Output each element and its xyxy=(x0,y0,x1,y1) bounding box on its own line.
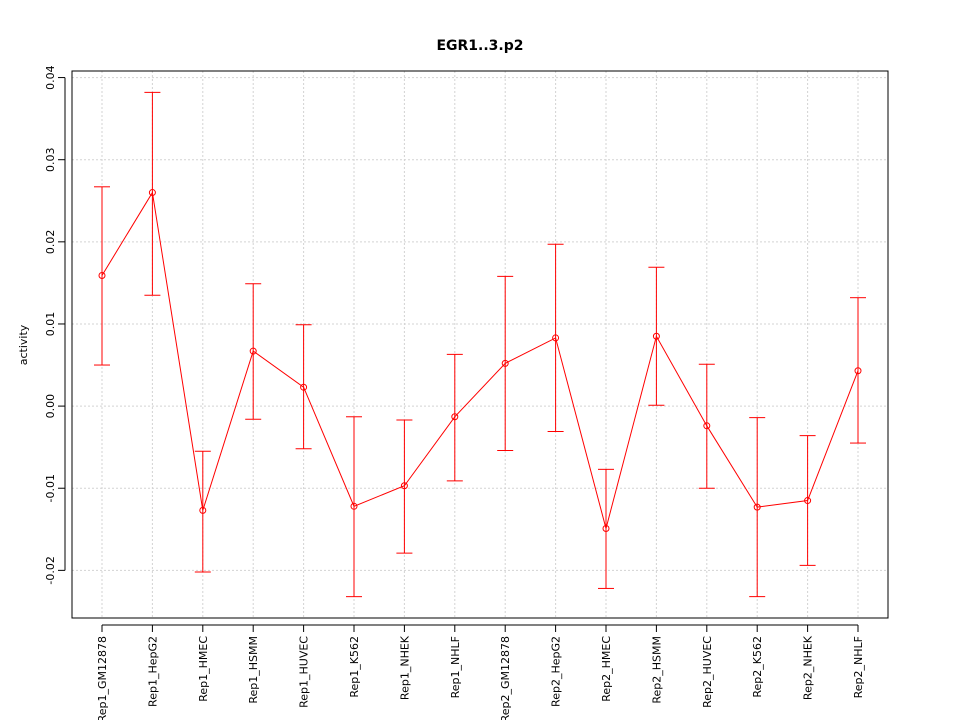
plot-frame xyxy=(71,70,889,619)
data-point xyxy=(350,502,358,510)
data-point xyxy=(552,334,560,342)
x-tick-label: Rep1_NHLF xyxy=(449,636,462,698)
x-tick-label: Rep2_GM12878 xyxy=(499,636,512,720)
series-line xyxy=(101,191,859,531)
grid xyxy=(72,71,888,618)
data-point xyxy=(753,503,761,511)
data-point xyxy=(199,506,207,514)
x-tick-label: Rep2_K562 xyxy=(751,636,764,698)
data-point xyxy=(854,367,862,375)
y-tick-label: 0.01 xyxy=(44,312,57,337)
y-tick-label: 0.00 xyxy=(44,394,57,419)
x-tick-label: Rep2_NHEK xyxy=(802,635,815,700)
data-point xyxy=(300,383,308,391)
y-tick-label: 0.04 xyxy=(44,65,57,90)
x-tick-label: Rep2_HUVEC xyxy=(701,636,714,708)
data-point xyxy=(652,332,660,340)
axes: -0.02 -0.01 0.00 0.01 0.02 0.03 0.04 Rep1_GM128… xyxy=(44,65,865,720)
data-point xyxy=(804,497,812,505)
data-point xyxy=(249,347,257,355)
x-tick-label: Rep1_HUVEC xyxy=(298,636,311,708)
y-tick-label: -0.02 xyxy=(44,556,57,584)
data-point xyxy=(602,524,610,532)
x-tick-label: Rep2_NHLF xyxy=(852,636,865,698)
y-axis-label: activity xyxy=(17,324,30,365)
chart-title: EGR1..3.p2 xyxy=(436,38,523,54)
y-tick-label: 0.03 xyxy=(44,147,57,172)
data-point xyxy=(148,189,156,197)
x-tick-label: Rep1_GM12878 xyxy=(96,636,109,720)
x-tick-label: Rep1_NHEK xyxy=(398,635,411,700)
y-tick-label: -0.01 xyxy=(44,474,57,502)
data-point xyxy=(400,482,408,490)
series xyxy=(94,91,866,598)
x-tick-label: Rep2_HSMM xyxy=(650,636,663,704)
data-point xyxy=(98,272,106,280)
data-point xyxy=(501,359,509,367)
x-tick-label: Rep1_HMEC xyxy=(197,636,210,702)
data-point xyxy=(703,422,711,430)
x-tick-label: Rep1_HSMM xyxy=(247,636,260,704)
data-point xyxy=(451,413,459,421)
x-tick-label: Rep2_HMEC xyxy=(600,636,613,702)
x-tick-label: Rep1_HepG2 xyxy=(146,636,159,707)
x-tick-label: Rep2_HepG2 xyxy=(550,636,563,707)
x-tick-label: Rep1_K562 xyxy=(348,636,361,698)
y-tick-label: 0.02 xyxy=(44,230,57,255)
